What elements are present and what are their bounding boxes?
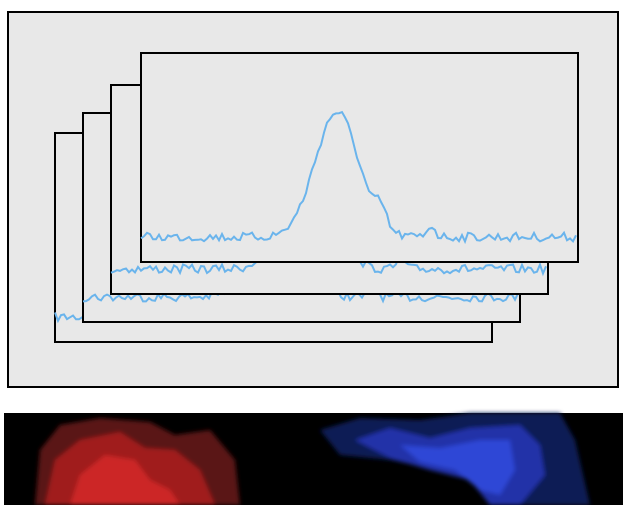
frame bbox=[141, 53, 578, 262]
spectrum-stack bbox=[55, 53, 578, 342]
illustration bbox=[0, 0, 623, 505]
red-blob bbox=[35, 418, 240, 505]
